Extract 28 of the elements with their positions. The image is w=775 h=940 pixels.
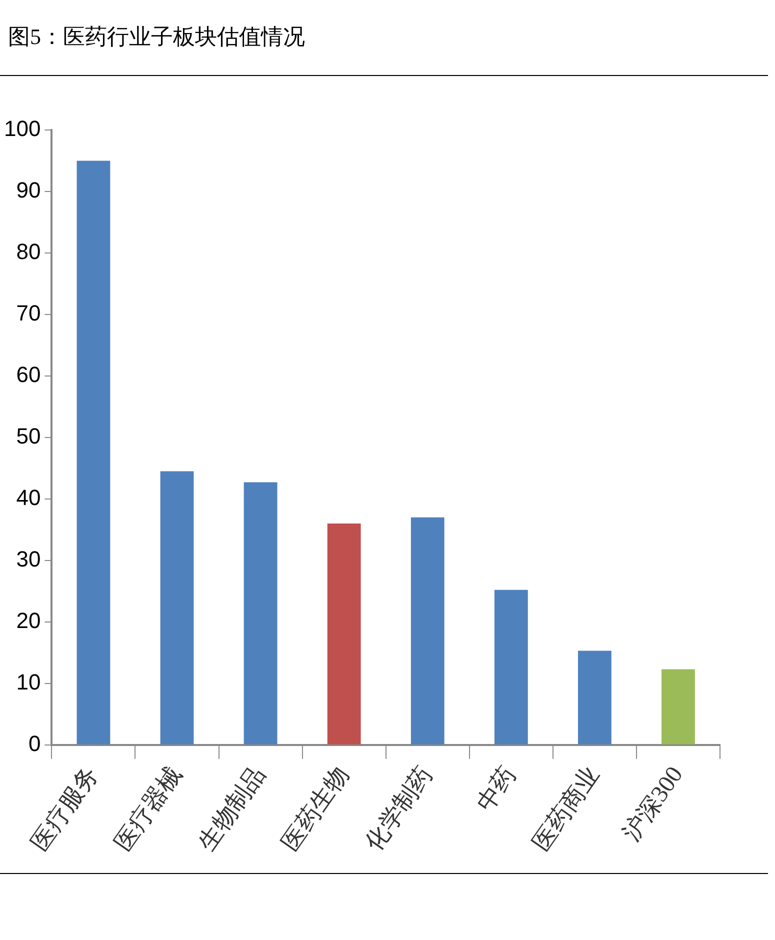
bar	[662, 669, 695, 744]
y-tick-label: 60	[16, 362, 41, 387]
y-tick-label: 0	[28, 730, 41, 756]
bar	[327, 524, 361, 744]
y-tick-label: 100	[4, 116, 41, 142]
bar	[410, 517, 444, 744]
bar	[244, 482, 278, 744]
x-tick-label: 医疗服务	[27, 762, 104, 856]
bar	[578, 650, 612, 744]
y-tick-label: 50	[16, 423, 41, 448]
y-tick-label: 30	[16, 546, 41, 572]
x-tick-label: 化学制药	[361, 762, 438, 856]
y-tick-label: 70	[16, 300, 41, 326]
x-tick-label: 沪深300	[618, 762, 688, 846]
bar	[76, 160, 110, 744]
y-tick-label: 90	[16, 178, 41, 203]
x-tick-label: 医疗器械	[110, 762, 188, 856]
chart-title: 图5：医药行业子板块估值情况	[8, 23, 305, 51]
x-tick-label: 医药商业	[528, 762, 605, 856]
y-tick-label: 80	[16, 239, 41, 264]
y-tick-label: 20	[16, 608, 41, 633]
x-tick-label: 生物制品	[194, 762, 271, 856]
y-tick-label: 10	[16, 669, 41, 694]
bar	[494, 590, 528, 744]
x-tick-label: 中药	[472, 762, 522, 816]
x-tick-label: 医药生物	[278, 762, 354, 856]
y-tick-label: 40	[16, 484, 41, 510]
bar	[160, 471, 194, 744]
